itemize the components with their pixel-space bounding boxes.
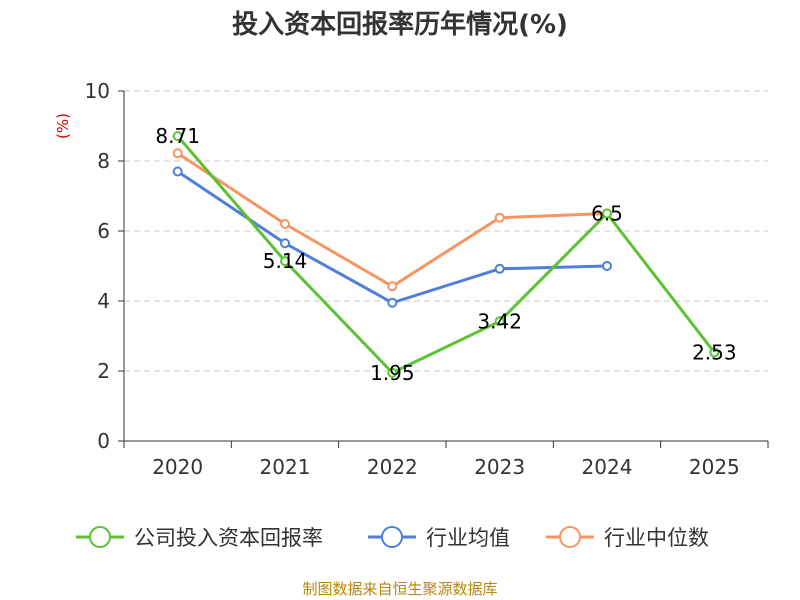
x-tick-label: 2020 bbox=[152, 455, 203, 479]
data-point bbox=[280, 238, 290, 249]
gridlines bbox=[124, 90, 768, 372]
x-tick-label: 2022 bbox=[367, 455, 418, 479]
legend-item[interactable]: 公司投入资本回报率 bbox=[76, 526, 323, 550]
data-point bbox=[172, 148, 183, 159]
data-point bbox=[494, 212, 505, 223]
legend-label: 行业均值 bbox=[426, 526, 510, 550]
legend-marker bbox=[381, 526, 403, 548]
data-label: 8.71 bbox=[155, 124, 200, 148]
y-axis-unit: (%) bbox=[54, 113, 72, 139]
data-label: 5.14 bbox=[263, 249, 308, 273]
y-tick-label: 10 bbox=[85, 79, 110, 103]
data-point bbox=[172, 166, 183, 177]
legend-item[interactable]: 行业中位数 bbox=[546, 526, 709, 550]
y-tick-label: 4 bbox=[97, 289, 110, 313]
y-tick-label: 8 bbox=[97, 149, 110, 173]
x-tick-label: 2024 bbox=[582, 455, 633, 479]
data-point bbox=[387, 367, 398, 378]
data-label: 3.42 bbox=[477, 309, 522, 333]
series-group bbox=[172, 131, 720, 378]
data-label: 1.95 bbox=[370, 361, 415, 385]
legend-label: 公司投入资本回报率 bbox=[134, 526, 323, 550]
data-point bbox=[280, 256, 290, 267]
legend-marker bbox=[89, 526, 111, 548]
data-point bbox=[602, 261, 612, 271]
data-labels: 8.71 5.14 1.95 3.42 6.5 2.53 bbox=[155, 124, 736, 385]
data-point bbox=[494, 263, 505, 274]
data-point bbox=[387, 297, 398, 308]
chart-title: 投入资本回报率历年情况(%) bbox=[232, 9, 568, 40]
data-point bbox=[172, 131, 183, 142]
data-point bbox=[709, 347, 720, 358]
legend-item[interactable]: 行业均值 bbox=[368, 526, 510, 550]
x-tick-label: 2023 bbox=[474, 455, 525, 479]
x-tick-label: 2021 bbox=[260, 455, 311, 479]
legend-label: 行业中位数 bbox=[604, 526, 709, 550]
legend: 公司投入资本回报率 行业均值 行业中位数 bbox=[76, 526, 709, 550]
data-point bbox=[387, 281, 398, 292]
x-tick-label: 2025 bbox=[689, 455, 740, 479]
y-tick-label: 6 bbox=[97, 219, 110, 243]
data-point bbox=[280, 219, 290, 229]
data-label: 6.5 bbox=[591, 202, 623, 226]
axes: 0 2 4 6 8 10 2020 2021 2022 2023 2024 2025 bbox=[85, 79, 769, 479]
legend-marker bbox=[559, 526, 581, 548]
data-point bbox=[602, 208, 612, 219]
source-note: 制图数据来自恒生聚源数据库 bbox=[302, 580, 497, 598]
data-label: 2.53 bbox=[692, 340, 737, 364]
y-tick-label: 2 bbox=[97, 359, 110, 383]
y-tick-label: 0 bbox=[97, 429, 110, 453]
data-point bbox=[494, 316, 505, 327]
series-line bbox=[176, 135, 716, 375]
